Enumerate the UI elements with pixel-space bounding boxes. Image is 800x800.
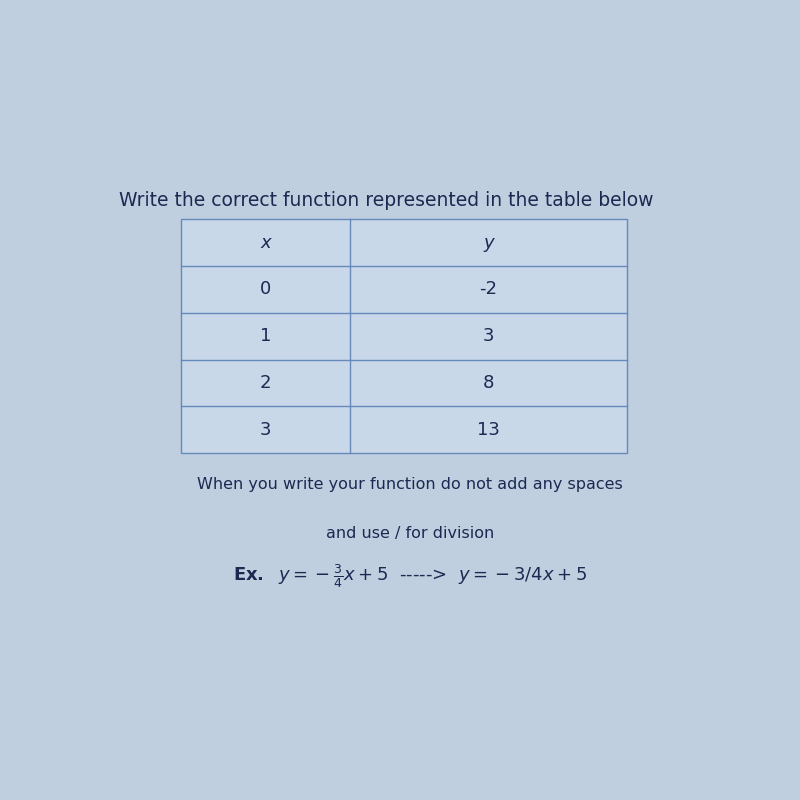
Text: y: y [483,234,494,252]
Text: 0: 0 [260,281,271,298]
Text: x: x [260,234,270,252]
Bar [181,219,627,454]
Text: 2: 2 [260,374,271,392]
Text: 3: 3 [260,421,271,439]
Text: 8: 8 [483,374,494,392]
Text: 3: 3 [483,327,494,346]
Text: 13: 13 [477,421,500,439]
Text: $\mathbf{Ex.}$  $y = -\frac{3}{4}x + 5$  ----->  $y=-3/4x+5$: $\mathbf{Ex.}$ $y = -\frac{3}{4}x + 5$ -… [233,562,587,590]
Text: When you write your function do not add any spaces: When you write your function do not add … [197,477,623,491]
Text: 1: 1 [260,327,271,346]
Text: Write the correct function represented in the table below: Write the correct function represented i… [118,191,653,210]
Text: -2: -2 [480,281,498,298]
Text: and use / for division: and use / for division [326,526,494,541]
